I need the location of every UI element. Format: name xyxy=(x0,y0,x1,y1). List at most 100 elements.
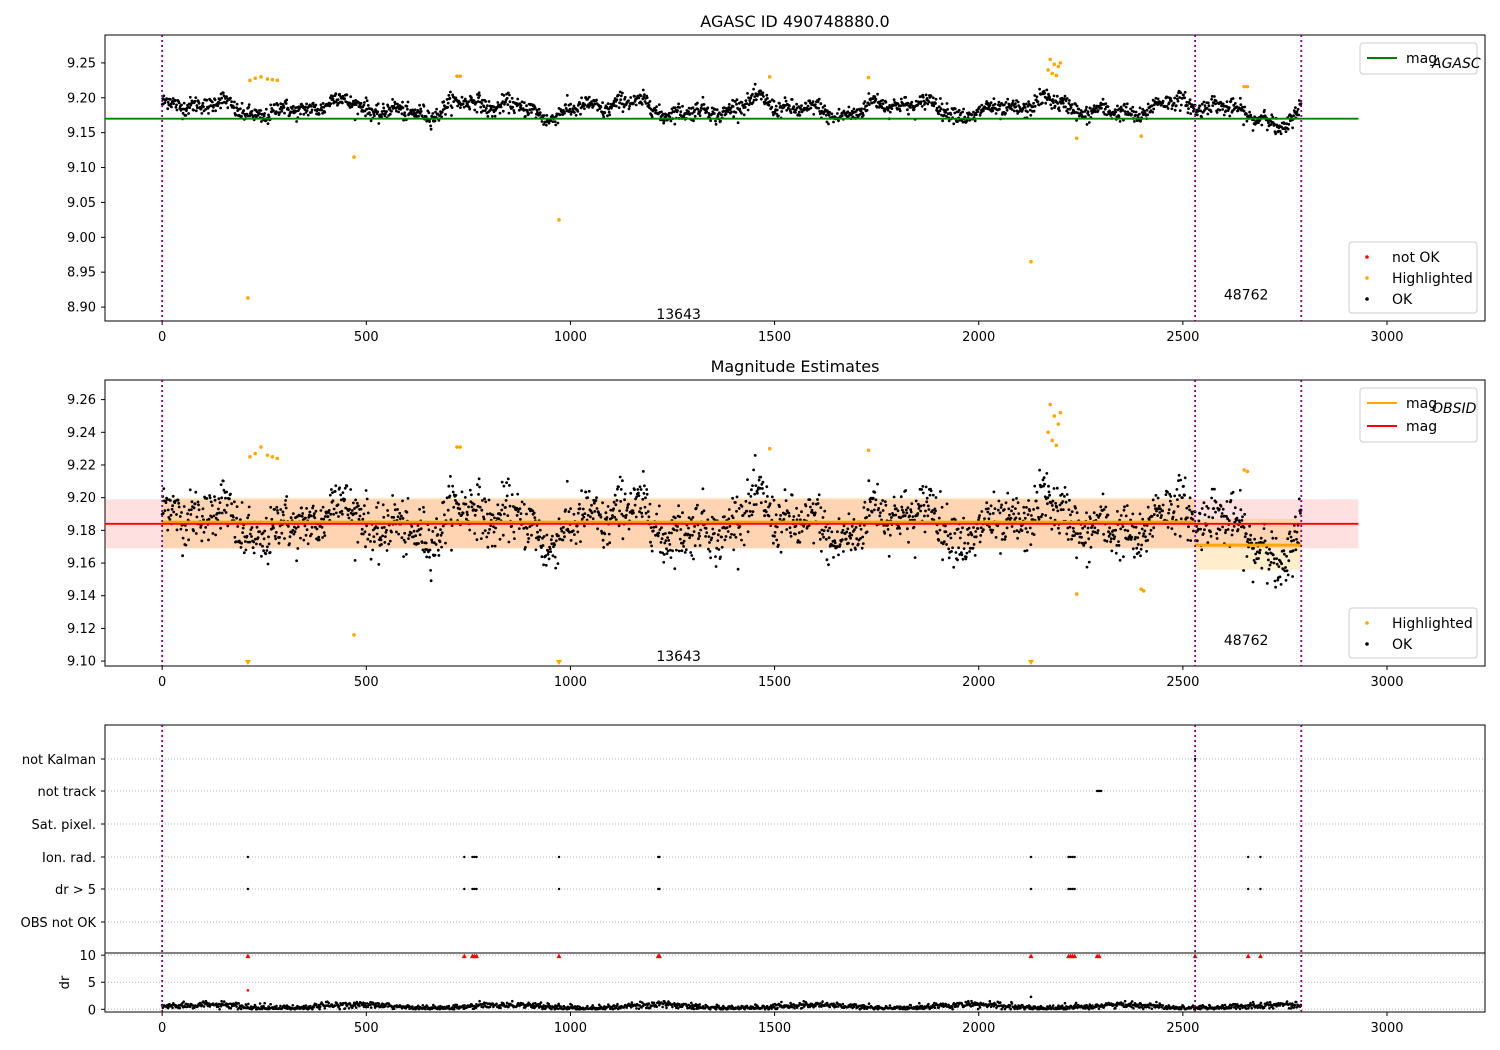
ok-point xyxy=(383,541,387,544)
dr-point xyxy=(524,1006,527,1009)
ok-point xyxy=(633,94,636,98)
ok-point xyxy=(355,501,359,505)
ok-point xyxy=(1071,526,1075,530)
ok-point xyxy=(259,109,263,112)
ok-point xyxy=(311,504,315,508)
ok-point xyxy=(676,109,679,112)
ok-point xyxy=(440,110,444,114)
dr-point xyxy=(478,999,481,1003)
ok-point xyxy=(753,492,757,496)
ok-point xyxy=(195,104,199,107)
ok-point xyxy=(1249,533,1253,537)
ok-point xyxy=(400,536,404,540)
ok-point xyxy=(616,487,619,491)
x-tick-label: 0 xyxy=(158,330,166,345)
ok-point xyxy=(637,491,640,495)
ok-point xyxy=(187,508,191,512)
ok-point xyxy=(1273,579,1277,583)
ok-point xyxy=(648,100,652,103)
ok-point xyxy=(666,549,670,553)
ok-point xyxy=(1084,115,1087,119)
ok-point xyxy=(809,505,812,509)
ok-point xyxy=(361,517,365,521)
ok-point xyxy=(538,528,542,532)
ok-point xyxy=(219,106,223,110)
ok-point xyxy=(540,555,544,559)
ok-point xyxy=(267,535,270,539)
ok-point xyxy=(1108,532,1112,536)
ok-point xyxy=(393,102,397,106)
ok-point xyxy=(390,109,393,113)
ok-point xyxy=(208,496,212,500)
ok-point xyxy=(291,104,295,108)
ok-point xyxy=(274,112,278,116)
ok-point xyxy=(914,99,918,103)
ok-point xyxy=(689,518,693,521)
ok-point xyxy=(434,110,437,114)
ok-point xyxy=(535,108,539,112)
ok-point xyxy=(1167,511,1170,515)
y-tick-label: 9.10 xyxy=(67,161,96,176)
ok-point xyxy=(440,545,443,549)
ok-point xyxy=(438,540,442,544)
ok-point xyxy=(1177,479,1180,482)
ok-point xyxy=(937,516,941,520)
highlighted-point xyxy=(455,74,459,78)
ok-point xyxy=(1058,531,1061,535)
ok-point xyxy=(691,106,695,109)
ok-point xyxy=(938,528,942,532)
ok-point xyxy=(300,514,304,518)
ok-point xyxy=(1251,129,1255,132)
ok-point xyxy=(467,100,470,104)
highlighted-point xyxy=(767,75,772,79)
ok-point xyxy=(933,511,936,515)
ok-point xyxy=(844,537,848,541)
ok-point xyxy=(847,115,850,118)
ok-point xyxy=(914,499,918,503)
ok-point xyxy=(551,114,554,117)
ok-point xyxy=(1239,103,1243,106)
ok-point xyxy=(463,97,467,101)
ok-point xyxy=(1007,102,1011,106)
ok-point xyxy=(380,543,383,546)
ok-point xyxy=(1012,512,1016,516)
ok-point xyxy=(245,534,249,538)
ok-point xyxy=(511,105,515,109)
ok-point xyxy=(1149,528,1153,532)
ok-point xyxy=(285,495,289,498)
highlighted-point xyxy=(248,455,252,459)
dr-point xyxy=(364,1002,367,1005)
ok-point xyxy=(1206,506,1210,510)
ok-point xyxy=(642,492,646,495)
ok-point xyxy=(586,496,590,499)
ok-point xyxy=(650,115,654,119)
ok-point xyxy=(276,511,280,515)
ok-point xyxy=(339,498,343,502)
ok-point xyxy=(376,501,380,505)
ok-point xyxy=(1297,113,1301,117)
ok-point xyxy=(513,537,516,540)
ok-point xyxy=(496,503,500,507)
ok-point xyxy=(806,104,810,108)
y-tick-label: 9.16 xyxy=(67,557,96,572)
ok-point xyxy=(973,554,977,557)
ok-point xyxy=(802,524,806,528)
ok-point xyxy=(1270,530,1274,534)
ok-point xyxy=(454,494,458,497)
ok-point xyxy=(545,533,549,537)
ok-point xyxy=(643,505,647,509)
dr-point xyxy=(222,1000,226,1003)
ok-point xyxy=(526,533,529,536)
ok-point xyxy=(240,541,243,545)
ok-point xyxy=(968,550,971,553)
ok-point xyxy=(276,103,280,107)
ok-point xyxy=(872,508,876,512)
ok-point xyxy=(1200,102,1204,106)
highlighted-point xyxy=(1048,402,1052,407)
ok-point xyxy=(478,505,482,509)
ok-point xyxy=(1274,536,1278,540)
ok-point xyxy=(589,515,592,519)
ok-point xyxy=(255,542,258,546)
ok-point xyxy=(372,535,376,538)
ok-point xyxy=(1093,530,1097,534)
